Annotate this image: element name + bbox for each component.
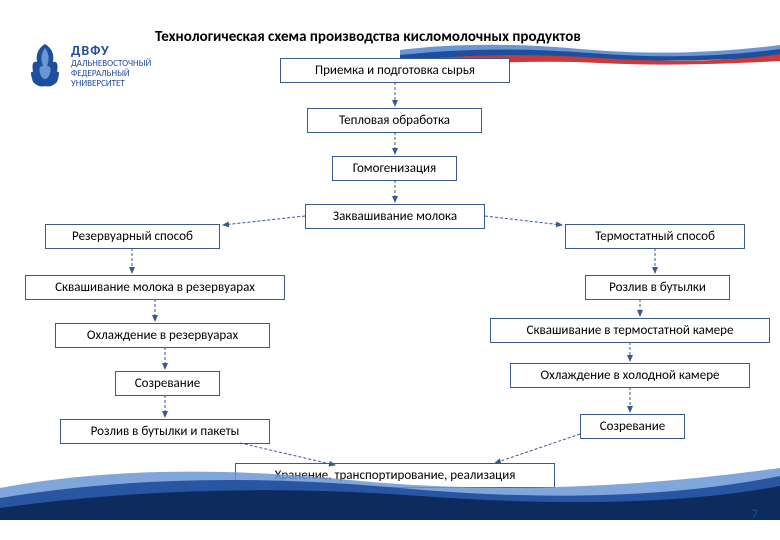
logo-line3: УНИВЕРСИТЕТ	[71, 79, 151, 89]
box-homogenization: Гомогенизация	[332, 156, 457, 181]
box-bottling-packing: Розлив в бутылки и пакеты	[60, 419, 270, 444]
box-thermostat-souring: Сквашивание в термостатной камере	[490, 318, 770, 343]
page-title: Технологическая схема производства кисло…	[155, 28, 581, 46]
logo-icon	[25, 42, 65, 90]
page-number: 7	[751, 507, 758, 522]
box-tank-method: Резервуарный способ	[45, 224, 220, 249]
box-tank-souring: Сквашивание молока в резервуарах	[25, 275, 285, 300]
box-fermentation: Заквашивание молока	[305, 204, 485, 229]
footer-decoration-wave	[0, 450, 780, 520]
box-maturation-left: Созревание	[115, 371, 220, 396]
logo-text: ДВФУ ДАЛЬНЕВОСТОЧНЫЙ ФЕДЕРАЛЬНЫЙ УНИВЕРС…	[71, 43, 151, 88]
box-bottling: Розлив в бутылки	[585, 275, 730, 300]
box-heat-treatment: Тепловая обработка	[307, 108, 482, 133]
box-intake: Приемка и подготовка сырья	[280, 58, 510, 83]
logo: ДВФУ ДАЛЬНЕВОСТОЧНЫЙ ФЕДЕРАЛЬНЫЙ УНИВЕРС…	[25, 42, 151, 90]
logo-main: ДВФУ	[71, 43, 151, 58]
box-thermostat-method: Термостатный способ	[565, 224, 745, 249]
box-cold-chamber-cooling: Охлаждение в холодной камере	[510, 363, 750, 388]
box-tank-cooling: Охлаждение в резервуарах	[55, 323, 270, 348]
box-maturation-right: Созревание	[580, 414, 685, 439]
